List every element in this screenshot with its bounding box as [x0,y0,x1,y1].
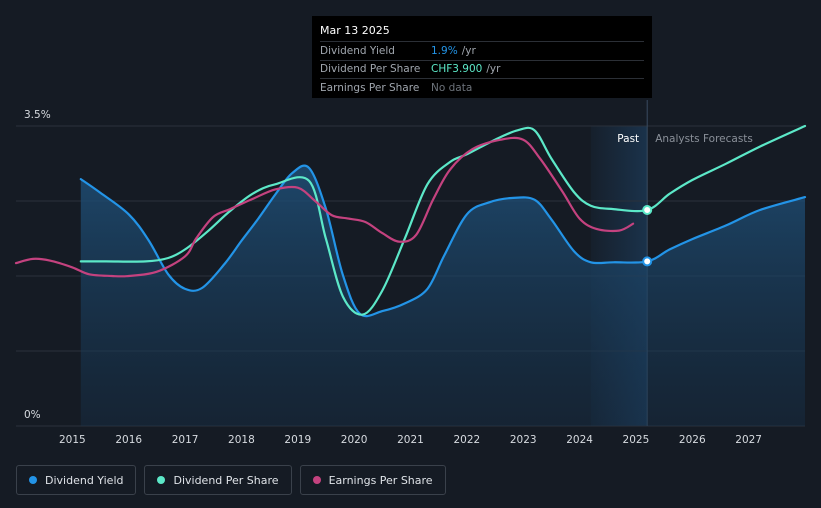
tooltip-date: Mar 13 2025 [320,24,390,37]
legend-label: Dividend Yield [45,473,124,487]
dividend-per-share-marker [642,205,653,215]
x-tick-label: 2015 [59,434,86,446]
legend-item-earnings-per-share[interactable]: Earnings Per Share [299,465,446,495]
legend-item-dividend-per-share[interactable]: Dividend Per Share [144,465,292,495]
y-axis-min-label: 0% [24,409,41,421]
x-tick-label: 2022 [453,434,480,446]
legend-label: Earnings Per Share [328,473,433,487]
x-tick-label: 2021 [397,434,424,446]
dividend-yield-area [80,165,806,426]
x-tick-label: 2017 [172,434,199,446]
tooltip-row-dividend-yield: Dividend Yield 1.9% /yr [320,41,644,60]
dividend-yield-line [79,164,807,318]
tooltip-row-earnings-per-share: Earnings Per Share No data [320,78,644,97]
x-tick-label: 2020 [341,434,368,446]
tooltip-label: Earnings Per Share [320,81,420,94]
legend-item-dividend-yield[interactable]: Dividend Yield [16,465,137,495]
tooltip: Mar 13 2025 Dividend Yield 1.9% /yr Divi… [312,16,652,98]
legend-dot-icon [157,476,166,484]
past-label: Past [617,133,639,145]
x-tick-label: 2016 [115,434,142,446]
tooltip-unit: /yr [486,63,501,76]
legend-dot-icon [29,476,37,484]
y-axis-max-label: 3.5% [24,109,51,121]
x-tick-label: 2024 [566,434,593,446]
x-tick-label: 2027 [735,434,762,446]
x-tick-label: 2023 [510,434,537,446]
forecast-label: Analysts Forecasts [655,133,753,145]
tooltip-label: Dividend Per Share [320,63,421,76]
legend: Dividend Yield Dividend Per Share Earnin… [16,465,446,495]
tooltip-value: CHF3.900 [431,63,483,76]
x-tick-label: 2026 [679,434,706,446]
dividend-yield-marker [642,256,653,267]
legend-dot-icon [312,476,321,484]
x-tick-label: 2018 [228,434,255,446]
tooltip-row-dividend-per-share: Dividend Per Share CHF3.900 /yr [320,59,644,79]
tooltip-value: No data [431,81,473,94]
tooltip-value: 1.9% [431,44,458,57]
earnings-per-share-line [14,136,635,278]
x-tick-label: 2019 [284,434,311,446]
x-tick-label: 2025 [623,434,650,446]
tooltip-unit: /yr [461,44,476,57]
tooltip-label: Dividend Yield [320,44,395,57]
legend-label: Dividend Per Share [173,473,279,487]
